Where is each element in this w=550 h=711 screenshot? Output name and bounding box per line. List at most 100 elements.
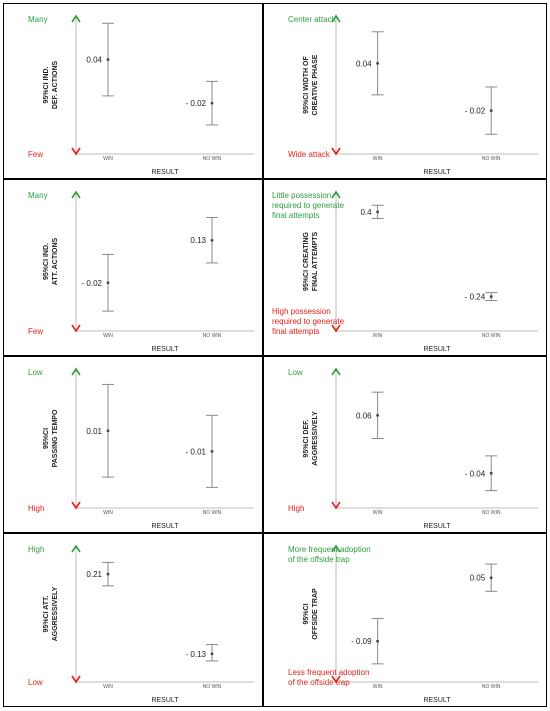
data-point [210,652,214,656]
bottom-label: Low [28,678,43,687]
category-label: WIN [103,510,113,516]
y-axis-title: 95%CI IND. DEF. ACTIONS [43,60,59,109]
value-label: - 0.02 [82,279,103,288]
value-label: 0.04 [86,56,102,65]
panel-ind-att-actions: Many Few 95%CI IND. ATT. ACTIONS RESULT - 0.0… [3,179,263,356]
top-label: More frequent adoption of the offside tra… [288,545,371,564]
value-label: 0.4 [360,208,372,217]
errorbar-chart: Low High 95%CI DEF. AGGRESSIVELY RESULT 0.06 W… [288,367,538,530]
data-point [376,61,379,65]
category-label: NO WIN [482,333,501,339]
up-arrow-icon [331,190,341,199]
y-axis-title: 95%CI ATT. AGGRESSIVELY [43,586,59,641]
category-label: NO WIN [482,156,501,162]
data-point [106,58,110,61]
up-arrow-icon [71,367,81,376]
panel-width-creative-phase: Center attack Wide attack 95%CI WIDTH OF CR… [263,3,547,179]
top-label: Little possession required to generate fin… [272,191,345,220]
x-axis-title: RESULT [423,346,451,353]
data-point [376,639,379,643]
errorbar-chart: Little possession required to generate fin… [272,190,538,353]
value-label: - 0.04 [465,469,486,478]
panel-offside-trap: More frequent adoption of the offside tra… [263,533,547,707]
panel-def-aggressively: Low High 95%CI DEF. AGGRESSIVELY RESULT 0.06 W… [263,356,547,533]
up-arrow-icon [331,544,341,553]
down-arrow-icon [71,501,81,510]
value-label: - 0.09 [351,637,372,646]
down-arrow-icon [71,675,81,684]
top-label: Low [288,368,303,377]
data-point [210,101,214,105]
value-label: - 0.01 [186,447,207,456]
category-label: WIN [373,510,383,516]
top-label: Many [28,15,48,24]
category-label: WIN [373,333,383,339]
top-label: Center attack [288,15,337,24]
panel-creating-final-attempts: Little possession required to generate fin… [263,179,547,356]
data-point [210,238,214,242]
x-axis-title: RESULT [151,523,179,530]
top-label: High [28,545,44,554]
data-point [489,295,493,298]
value-label: 0.13 [190,236,206,245]
y-axis-title: 95%CI CREATING FINAL ATTEMPTS [303,231,319,291]
value-label: - 0.24 [465,293,486,302]
x-axis-title: RESULT [151,346,179,353]
category-label: WIN [373,684,383,690]
value-label: - 0.13 [186,650,207,659]
panel-passing-tempo: Low High 95%CI PASSING TEMPO RESULT 0.01 WIN - … [3,356,263,533]
panel-att-aggressively: High Low 95%CI ATT. AGGRESSIVELY RESULT 0.21 W… [3,533,263,707]
y-axis-title: 95%CI PASSING TEMPO [43,409,59,467]
errorbar-chart: Many Few 95%CI IND. ATT. ACTIONS RESULT - 0.0… [28,190,254,353]
top-label: Low [28,368,43,377]
up-arrow-icon [71,544,81,553]
y-axis-title: 95%CI IND. ATT. ACTIONS [43,237,59,285]
category-label: WIN [373,156,383,162]
errorbar-chart: Center attack Wide attack 95%CI WIDTH OF CR… [288,14,538,176]
value-label: 0.21 [86,570,102,579]
errorbar-chart: Many Few 95%CI IND. DEF. ACTIONS RESULT 0.04 W… [28,14,254,176]
category-label: NO WIN [203,333,222,339]
data-point [106,281,110,285]
value-label: 0.05 [470,574,486,583]
data-point [376,413,379,417]
data-point [210,449,214,453]
data-point [489,576,493,580]
bottom-label: High [28,504,44,513]
data-point [489,109,493,113]
down-arrow-icon [331,501,341,510]
x-axis-title: RESULT [423,697,451,704]
panel-ind-def-actions: Many Few 95%CI IND. DEF. ACTIONS RESULT 0.04 W… [3,3,263,179]
bottom-label: Wide attack [288,150,331,159]
x-axis-title: RESULT [423,523,451,530]
data-point [376,210,379,214]
bottom-label: High [288,504,304,513]
x-axis-title: RESULT [423,169,451,176]
y-axis-title: 95%CI OFFSIDE TRAP [303,588,319,640]
category-label: NO WIN [482,510,501,516]
errorbar-chart: More frequent adoption of the offside tra… [288,544,538,704]
x-axis-title: RESULT [151,169,179,176]
up-arrow-icon [331,14,341,23]
category-label: NO WIN [203,510,222,516]
category-label: NO WIN [203,684,222,690]
down-arrow-icon [331,675,341,684]
errorbar-chart: High Low 95%CI ATT. AGGRESSIVELY RESULT 0.21 W… [28,544,254,704]
category-label: NO WIN [203,156,222,162]
data-point [106,429,110,433]
value-label: - 0.02 [186,99,207,108]
bottom-label: Few [28,150,43,159]
top-label: Many [28,191,48,200]
bottom-label: Few [28,327,43,336]
value-label: 0.01 [86,427,102,436]
category-label: WIN [103,684,113,690]
bottom-label: High possession required to generate final… [272,307,345,336]
bottom-label: Less frequent adoption of the offside tra… [288,668,369,687]
value-label: 0.06 [356,411,372,420]
down-arrow-icon [71,324,81,333]
x-axis-title: RESULT [151,697,179,704]
category-label: WIN [103,156,113,162]
down-arrow-icon [71,147,81,156]
up-arrow-icon [71,14,81,23]
